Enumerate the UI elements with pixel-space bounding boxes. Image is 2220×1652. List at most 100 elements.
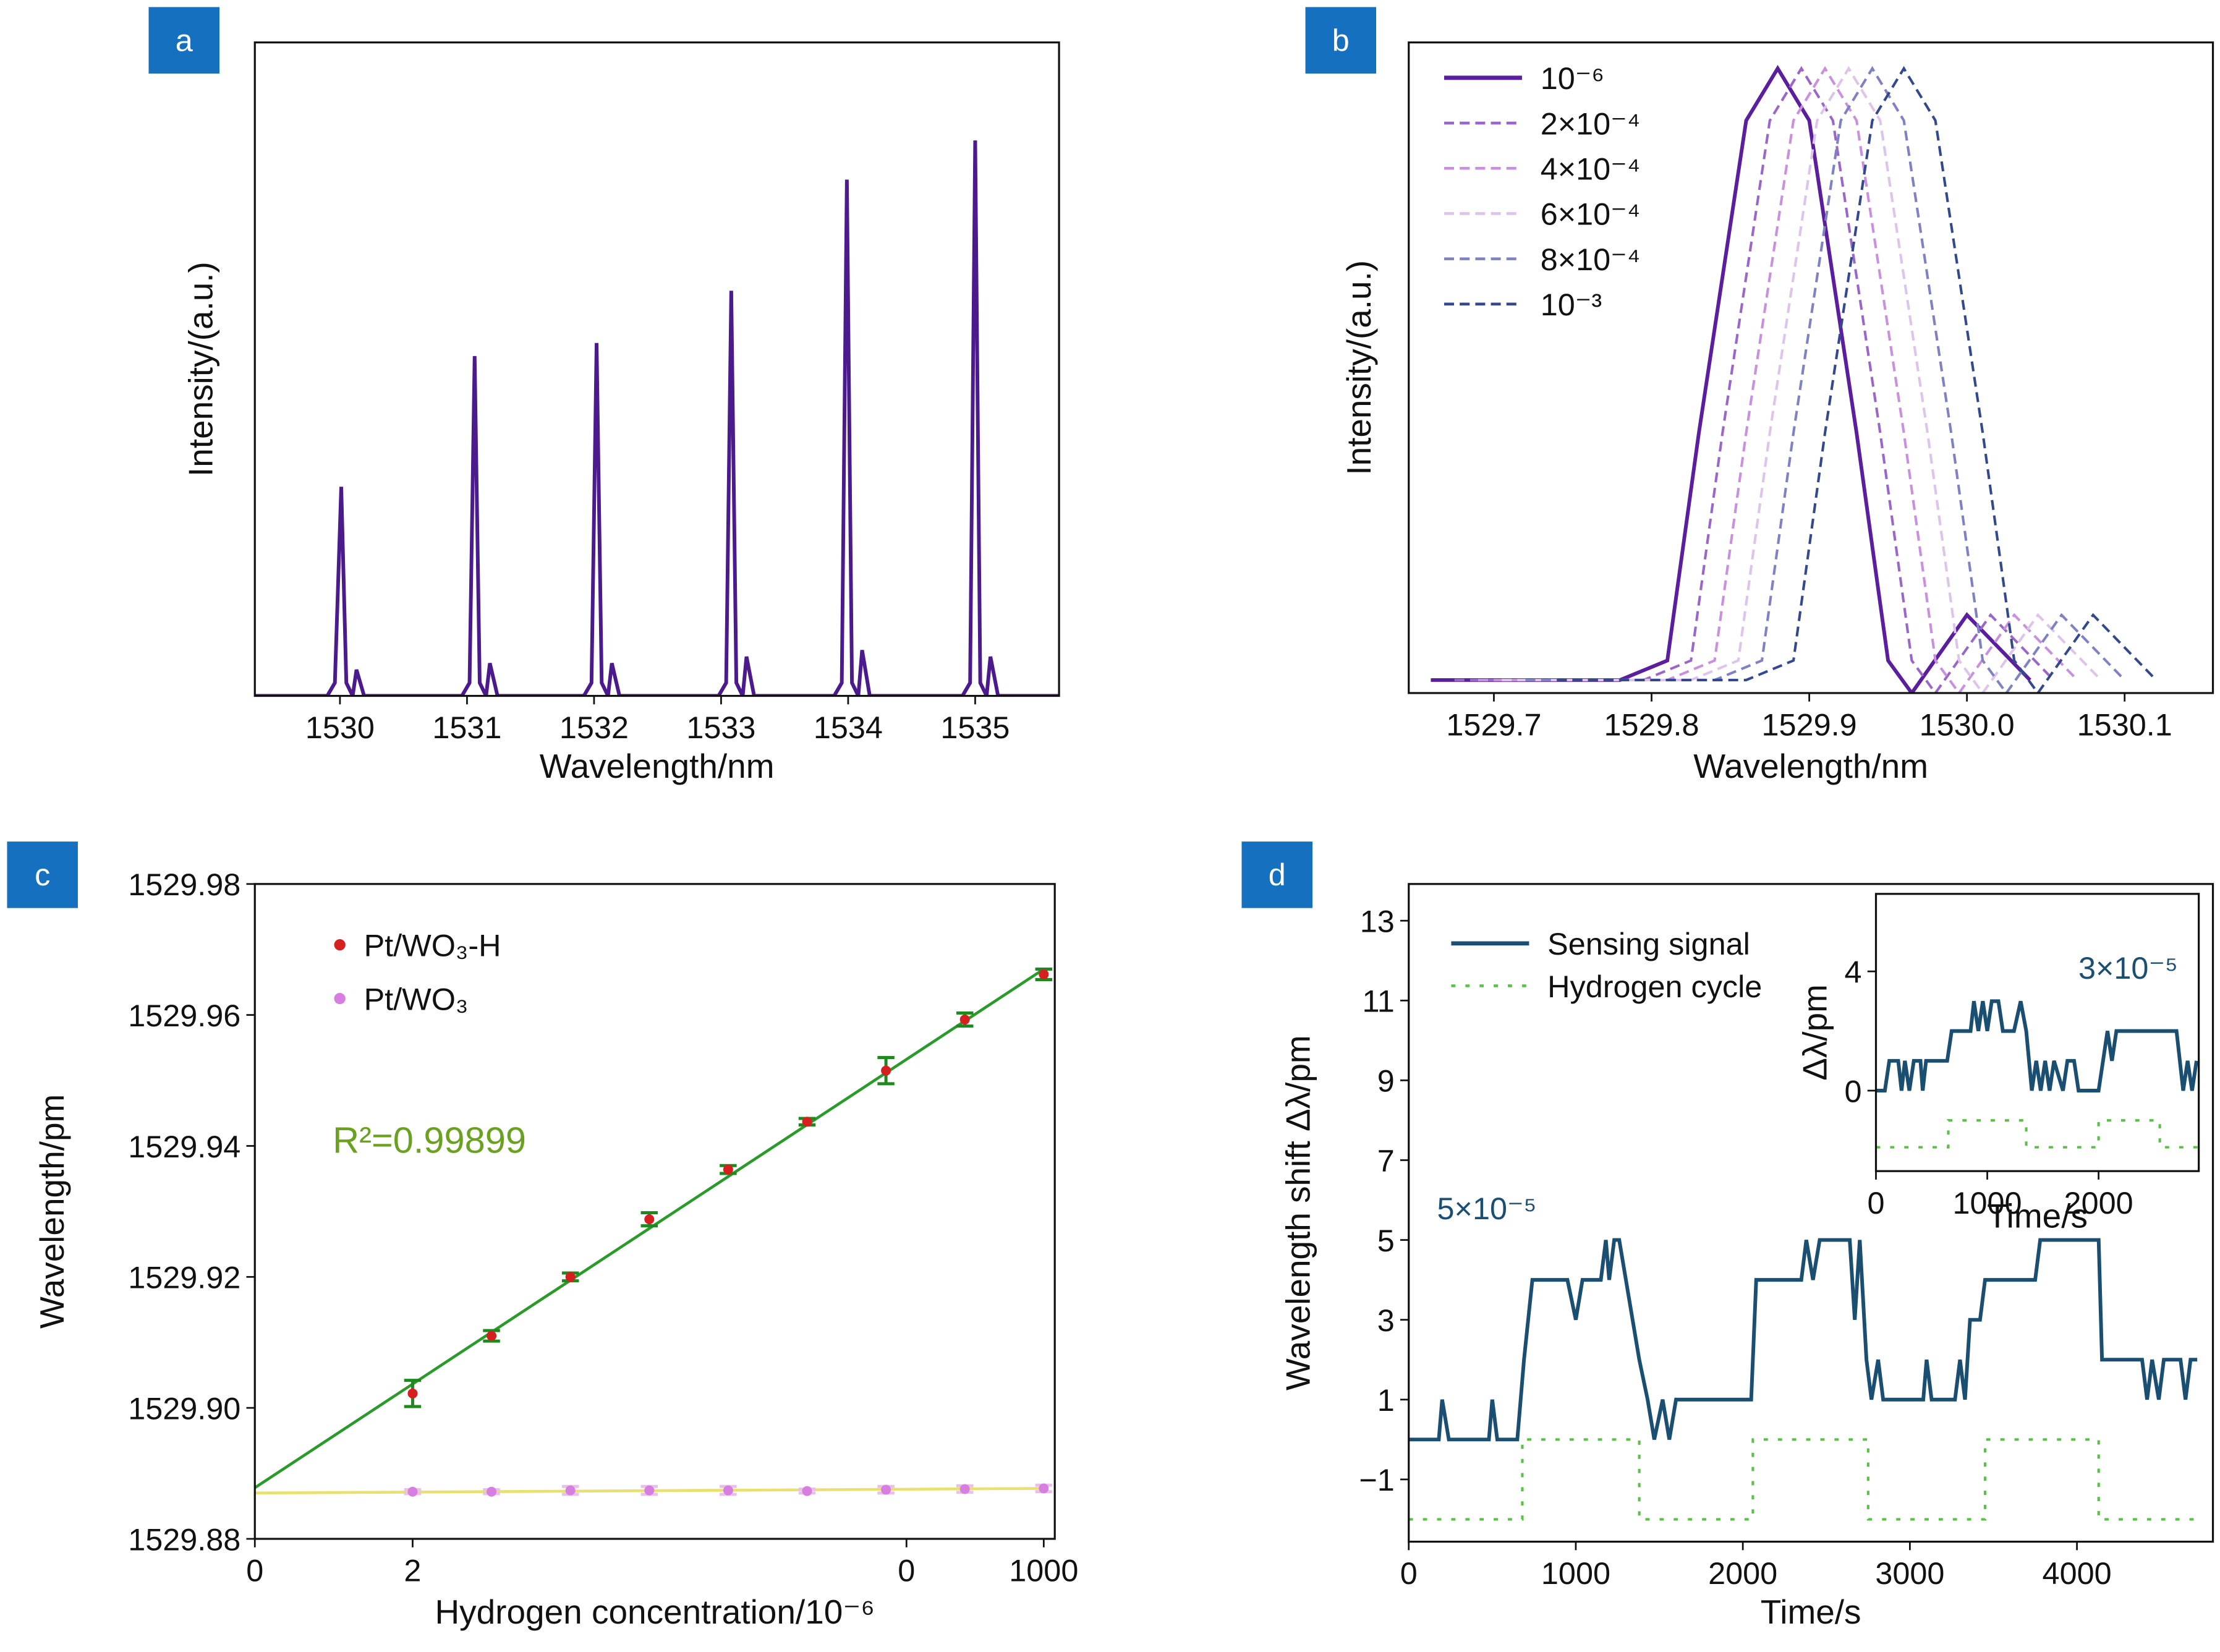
- point: [802, 1117, 812, 1127]
- x-tick-label: 1530.1: [2077, 707, 2172, 743]
- point: [959, 1015, 970, 1025]
- plot-area: [1431, 64, 2158, 693]
- x-tick-label: 2000: [1708, 1556, 1777, 1591]
- point: [723, 1164, 733, 1175]
- x-tick-label: 1000: [1009, 1553, 1078, 1588]
- x-tick-label: 0: [246, 1553, 263, 1588]
- point: [881, 1065, 891, 1076]
- y-tick-label: 11: [1363, 984, 1395, 1019]
- panel-badge: [7, 841, 78, 908]
- x-tick-label: 1535: [940, 710, 1010, 745]
- x-tick-label: 0: [1867, 1185, 1884, 1220]
- y-tick-label: 1529.98: [128, 867, 240, 902]
- point: [487, 1486, 497, 1497]
- y-tick-label: 9: [1377, 1063, 1395, 1099]
- series-line: [255, 140, 1060, 696]
- series-line: [1408, 1238, 2198, 1442]
- y-axis-label: Intensity/(a.u.): [1340, 260, 1378, 475]
- y-tick-label: 0: [1845, 1073, 1862, 1109]
- plot-frame: [1874, 893, 2200, 1172]
- plot-frame: [253, 41, 1060, 697]
- annotation: 3×10⁻⁵: [2078, 950, 2178, 986]
- legend-marker: [334, 992, 346, 1005]
- y-axis-label: Wavelength shift Δλ/pm: [1278, 1035, 1317, 1390]
- legend-label: 6×10⁻⁴: [1541, 197, 1641, 232]
- x-tick-label: 0: [898, 1553, 915, 1588]
- x-axis-label: Wavelength/nm: [1693, 747, 1928, 785]
- y-tick-label: 5: [1377, 1223, 1395, 1258]
- point: [1039, 1483, 1049, 1494]
- point: [565, 1485, 576, 1496]
- fit-line: [255, 968, 1045, 1489]
- annotation: R²=0.99899: [333, 1119, 526, 1160]
- y-tick-label: 7: [1377, 1143, 1395, 1178]
- y-tick-label: 1529.94: [128, 1129, 240, 1164]
- legend-label: 8×10⁻⁴: [1541, 242, 1641, 277]
- x-tick-label: 1529.7: [1446, 707, 1541, 743]
- y-tick-label: −1: [1359, 1462, 1394, 1497]
- x-tick-label: 1530: [305, 710, 375, 745]
- x-tick-label: 1531: [432, 710, 501, 745]
- x-tick-label: 1532: [559, 710, 629, 745]
- panel-label: c: [35, 857, 50, 892]
- panel-badge: [1305, 7, 1377, 74]
- annotation: 5×10⁻⁵: [1437, 1191, 1537, 1226]
- y-tick-label: 3: [1377, 1303, 1395, 1338]
- point: [881, 1484, 891, 1495]
- point: [487, 1331, 497, 1341]
- legend-label: Hydrogen cycle: [1547, 969, 1762, 1004]
- x-tick-label: 1000: [1541, 1556, 1610, 1591]
- legend-label: 10⁻³: [1541, 287, 1602, 322]
- plot-area: [1408, 1238, 2203, 1521]
- y-tick-label: 4: [1845, 954, 1862, 989]
- legend-label: Sensing signal: [1547, 926, 1750, 961]
- series-line: [1454, 66, 2055, 693]
- point: [723, 1485, 733, 1496]
- point: [407, 1486, 418, 1497]
- point: [565, 1272, 576, 1282]
- y-axis-label: Δλ/pm: [1795, 984, 1834, 1081]
- point: [644, 1214, 655, 1225]
- x-tick-label: 1000: [1953, 1185, 2022, 1220]
- point: [1039, 969, 1049, 979]
- x-tick-label: 1530.0: [1920, 707, 2015, 743]
- point: [959, 1484, 970, 1494]
- legend-marker: [334, 939, 346, 951]
- plot-frame: [1408, 41, 2214, 694]
- plot-area: [1876, 999, 2199, 1149]
- panel-badge: [1241, 841, 1312, 908]
- legend-label: 4×10⁻⁴: [1541, 151, 1641, 187]
- x-axis-label: Time/s: [1761, 1593, 1861, 1631]
- panel-label: a: [176, 22, 193, 57]
- x-tick-label: 2: [404, 1553, 421, 1588]
- y-tick-label: 1529.96: [128, 998, 240, 1033]
- x-tick-label: 2000: [2064, 1185, 2133, 1220]
- y-tick-label: 1529.88: [128, 1522, 240, 1557]
- series-line: [1876, 1119, 2199, 1149]
- plot-area: [255, 140, 1060, 696]
- x-tick-label: 1534: [814, 710, 883, 745]
- legend-label: 2×10⁻⁴: [1541, 106, 1641, 141]
- series-line: [1478, 66, 2078, 693]
- point: [407, 1388, 418, 1399]
- y-axis-label: Intensity/(a.u.): [181, 262, 219, 477]
- series-line: [1557, 66, 2158, 693]
- y-tick-label: 1: [1377, 1382, 1395, 1418]
- x-tick-label: 4000: [2043, 1556, 2112, 1591]
- point: [644, 1485, 655, 1496]
- legend-label: Pt/WO₃-H: [364, 927, 501, 963]
- y-tick-label: 1529.92: [128, 1260, 240, 1295]
- legend-label: 10⁻⁶: [1541, 61, 1604, 96]
- y-tick-label: 1529.90: [128, 1390, 240, 1426]
- y-axis-label: Wavelength/pm: [33, 1094, 71, 1329]
- point: [802, 1486, 812, 1496]
- x-tick-label: 0: [1400, 1556, 1418, 1591]
- x-tick-label: 1533: [686, 710, 755, 745]
- y-tick-label: 13: [1360, 904, 1395, 939]
- x-axis-label: Hydrogen concentration/10⁻⁶: [435, 1593, 874, 1631]
- panel-label: d: [1269, 857, 1286, 892]
- series-line: [1408, 1438, 2203, 1521]
- series-line: [1876, 999, 2198, 1092]
- x-tick-label: 1529.9: [1762, 707, 1857, 743]
